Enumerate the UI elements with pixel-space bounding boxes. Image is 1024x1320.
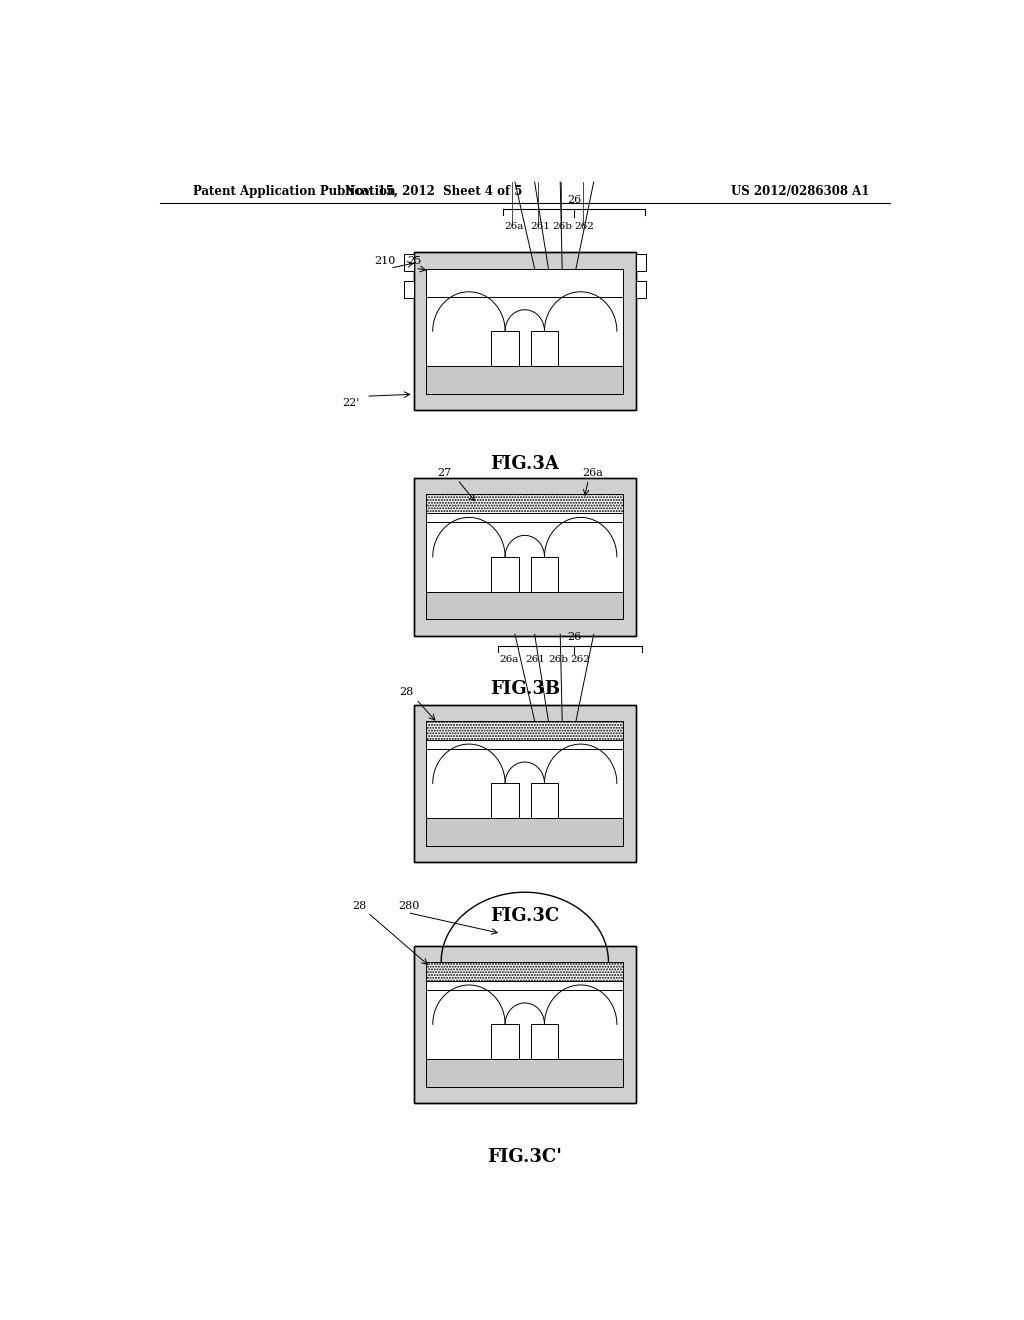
Bar (426, 721, 624, 741)
Bar (426, 721, 624, 846)
Text: 26b: 26b (548, 656, 568, 664)
Text: 27: 27 (437, 467, 452, 478)
Text: FIG.3C: FIG.3C (490, 907, 559, 925)
Text: 26a: 26a (582, 467, 603, 478)
Bar (414, 252, 636, 411)
Bar (492, 557, 519, 591)
Bar (530, 784, 558, 818)
Text: 280: 280 (397, 900, 419, 911)
Bar (492, 1024, 519, 1060)
Text: 26b: 26b (553, 223, 572, 231)
Bar (414, 478, 636, 636)
Text: 26: 26 (567, 632, 582, 643)
Bar (403, 253, 414, 272)
Bar (426, 1060, 624, 1086)
Bar (530, 557, 558, 591)
Bar (426, 494, 624, 619)
Bar (414, 945, 636, 1104)
Text: 262: 262 (574, 223, 595, 231)
Text: 25: 25 (408, 256, 422, 267)
Bar (414, 945, 636, 1104)
Text: 261: 261 (525, 656, 546, 664)
Text: 22': 22' (342, 399, 359, 408)
Bar (426, 721, 624, 846)
Text: 28: 28 (399, 688, 414, 697)
Bar (426, 366, 624, 393)
Text: 262: 262 (570, 656, 590, 664)
Bar (426, 962, 624, 1086)
Text: FIG.3A: FIG.3A (490, 454, 559, 473)
Bar (426, 494, 624, 513)
Bar (636, 281, 646, 298)
Text: Nov. 15, 2012  Sheet 4 of 5: Nov. 15, 2012 Sheet 4 of 5 (345, 185, 522, 198)
Bar (426, 962, 624, 981)
Bar (426, 269, 624, 393)
Bar (426, 494, 624, 619)
Text: US 2012/0286308 A1: US 2012/0286308 A1 (731, 185, 869, 198)
Bar (530, 331, 558, 366)
Bar (426, 591, 624, 619)
Bar (414, 252, 636, 411)
Bar (414, 478, 636, 636)
Text: 28: 28 (352, 900, 367, 911)
Bar (414, 705, 636, 862)
Bar (426, 962, 624, 1086)
Text: FIG.3C': FIG.3C' (487, 1148, 562, 1166)
Bar (530, 1024, 558, 1060)
Text: 26a: 26a (504, 223, 523, 231)
Bar (492, 784, 519, 818)
Bar (426, 818, 624, 846)
Text: 261: 261 (530, 223, 550, 231)
Text: Patent Application Publication: Patent Application Publication (194, 185, 395, 198)
Bar (426, 269, 624, 393)
Bar (414, 705, 636, 862)
Text: 26: 26 (567, 195, 582, 205)
Text: FIG.3B: FIG.3B (489, 680, 560, 698)
Bar (492, 331, 519, 366)
Text: 26a: 26a (500, 656, 519, 664)
Bar (636, 253, 646, 272)
Bar (403, 281, 414, 298)
Text: 210: 210 (374, 256, 395, 267)
